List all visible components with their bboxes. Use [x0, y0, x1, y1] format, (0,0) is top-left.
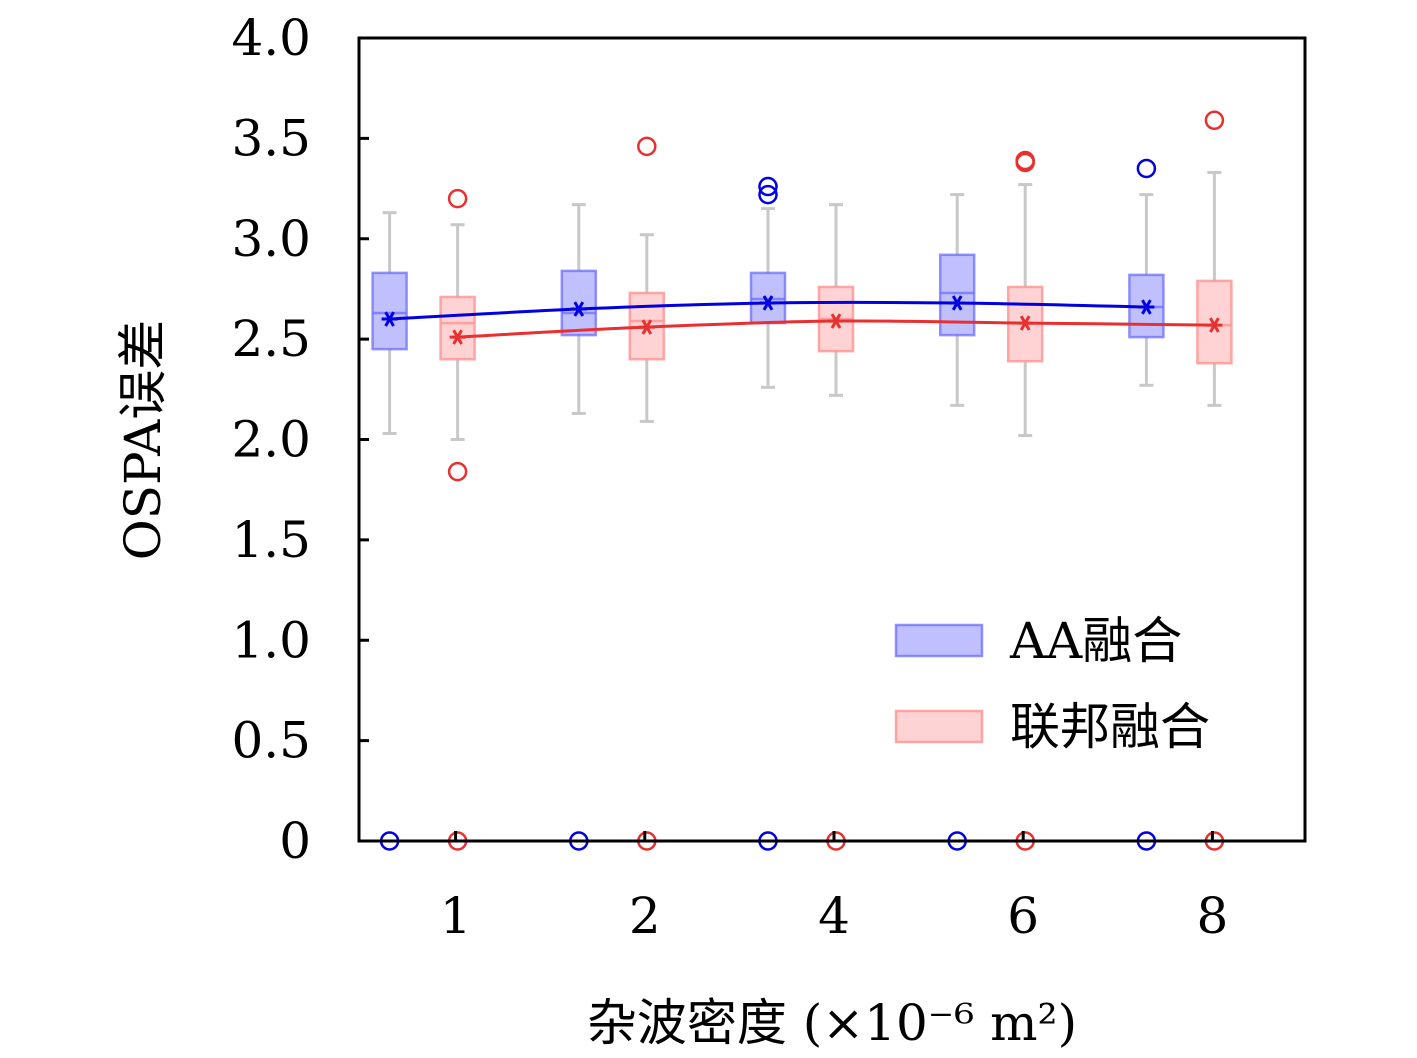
- outlier-point: [447, 188, 468, 209]
- mean-marker: [828, 313, 844, 329]
- mean-marker: [1017, 315, 1034, 331]
- outlier-point: [758, 176, 778, 197]
- mean-marker-stroke: [384, 311, 395, 327]
- box: [560, 269, 598, 337]
- y-tick-label: 1.5: [231, 511, 311, 569]
- mean-marker-stroke: [573, 301, 585, 317]
- plot-area: [371, 110, 1233, 851]
- box: [371, 271, 408, 351]
- mean-marker-stroke: [830, 313, 842, 329]
- mean-marker-stroke: [452, 329, 463, 345]
- outlier-point: [1204, 110, 1225, 131]
- y-tick-label: 0.5: [231, 712, 311, 770]
- mean-marker: [638, 319, 655, 335]
- mean-marker: [949, 295, 966, 311]
- legend-label: 联邦融合: [1010, 698, 1210, 756]
- y-tick-label: 0: [279, 812, 311, 870]
- series-aa: [371, 158, 1165, 851]
- y-axis-title: OSPA误差: [114, 320, 172, 560]
- mean-marker-stroke: [762, 295, 774, 311]
- mean-marker-stroke: [951, 295, 963, 311]
- y-tick-label: 2.0: [231, 411, 311, 469]
- mean-marker-stroke: [1209, 317, 1220, 333]
- mean-marker: [1138, 299, 1155, 315]
- y-tick-label: 1.0: [231, 611, 311, 669]
- y-tick-label: 3.0: [231, 210, 311, 268]
- outlier-point: [447, 461, 468, 482]
- x-tick-label: 4: [818, 887, 850, 945]
- mean-marker-stroke: [641, 319, 653, 335]
- x-tick-label: 6: [1007, 887, 1039, 945]
- mean-marker: [1206, 317, 1223, 333]
- mean-marker: [449, 329, 466, 345]
- y-tick-label: 2.5: [231, 310, 311, 368]
- box: [1196, 279, 1233, 365]
- legend-swatch: [894, 709, 984, 744]
- outlier-point: [1015, 152, 1035, 173]
- legend-label: AA融合: [1009, 612, 1182, 670]
- mean-marker: [381, 311, 398, 327]
- outlier-point: [637, 136, 657, 157]
- x-tick-label: 1: [440, 887, 472, 945]
- mean-marker-stroke: [1141, 299, 1152, 315]
- box: [439, 295, 476, 361]
- series-federated: [439, 110, 1233, 851]
- mean-marker: [570, 301, 587, 317]
- y-tick-label: 3.5: [231, 109, 311, 167]
- x-tick-label: 8: [1196, 887, 1228, 945]
- outlier-point: [1136, 158, 1157, 179]
- outlier-point: [758, 184, 778, 205]
- x-tick-label: 2: [629, 887, 661, 945]
- legend-swatch: [894, 623, 984, 658]
- mean-marker: [760, 295, 776, 311]
- mean-marker-stroke: [1019, 315, 1031, 331]
- axes: 0 0.5 1.0 1.5 2.0 2.5 3.0 3.5 4.0 1 2 4 6 8: [231, 9, 1228, 945]
- x-axis-title: 杂波密度 (×10⁻⁶ m²): [587, 994, 1077, 1052]
- y-tick-label: 4.0: [231, 9, 311, 67]
